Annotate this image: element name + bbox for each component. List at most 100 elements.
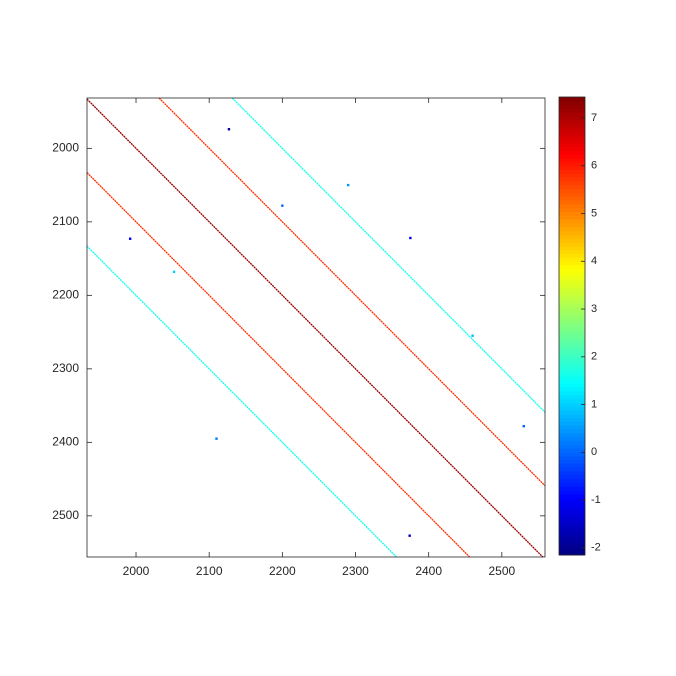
colorbar-band xyxy=(559,375,585,380)
colorbar-band xyxy=(559,413,585,419)
colorbar-band xyxy=(559,188,585,193)
colorbar-band xyxy=(559,387,585,392)
colorbar-band xyxy=(559,196,585,201)
colorbar-band xyxy=(559,123,585,129)
colorbar-band xyxy=(559,409,585,415)
x-tick-label: 2200 xyxy=(269,564,296,578)
colorbar-band xyxy=(559,337,585,342)
colorbar-band xyxy=(559,513,585,518)
colorbar-band xyxy=(559,505,585,510)
colorbar-band xyxy=(559,161,585,167)
colorbar-band xyxy=(559,276,585,281)
x-tick-label: 2300 xyxy=(342,564,369,578)
diagonal xyxy=(231,97,546,413)
colorbar-band xyxy=(559,348,585,354)
y-tick-label: 2400 xyxy=(52,435,79,449)
colorbar-band xyxy=(559,177,585,182)
colorbar-tick-label: 4 xyxy=(591,255,597,267)
colorbar-band xyxy=(559,379,585,384)
colorbar-band xyxy=(559,154,585,159)
colorbar-band xyxy=(559,284,585,289)
colorbar-band xyxy=(559,253,585,258)
colorbar-band xyxy=(559,429,585,434)
colorbar-band xyxy=(559,451,585,457)
plot-frame xyxy=(86,97,546,558)
colorbar-band xyxy=(559,516,585,522)
colorbar-band xyxy=(559,131,585,136)
colorbar-band xyxy=(559,535,585,541)
colorbar-band xyxy=(559,249,585,254)
diagonal xyxy=(86,245,397,558)
colorbar-band xyxy=(559,463,585,468)
matrix-entry xyxy=(227,128,231,131)
colorbar xyxy=(559,97,585,556)
colorbar-band xyxy=(559,440,585,445)
colorbar-band xyxy=(559,135,585,140)
colorbar-band xyxy=(559,406,585,411)
y-tick-label: 2500 xyxy=(52,508,79,522)
colorbar-band xyxy=(559,299,585,304)
colorbar-band xyxy=(559,444,585,449)
colorbar-tick-label: 1 xyxy=(591,398,597,410)
colorbar-band xyxy=(559,230,585,235)
colorbar-band xyxy=(559,226,585,232)
matrix-entry xyxy=(409,236,412,240)
colorbar-band xyxy=(559,493,585,499)
colorbar-band xyxy=(559,268,585,274)
colorbar-band xyxy=(559,215,585,220)
colorbar-band xyxy=(559,322,585,327)
colorbar-band xyxy=(559,169,585,174)
y-tick-label: 2100 xyxy=(52,214,79,228)
colorbar-band xyxy=(559,207,585,212)
x-tick-label: 2400 xyxy=(415,564,442,578)
colorbar-band xyxy=(559,356,585,361)
colorbar-band xyxy=(559,501,585,506)
matrix-entry xyxy=(346,183,350,187)
colorbar-band xyxy=(559,318,585,323)
colorbar-band xyxy=(559,341,585,346)
y-tick-label: 2300 xyxy=(52,361,79,375)
colorbar-band xyxy=(559,291,585,296)
colorbar-tick-label: 7 xyxy=(591,112,597,124)
colorbar-band xyxy=(559,436,585,441)
colorbar-band xyxy=(559,459,585,464)
colorbar-band xyxy=(559,352,585,358)
colorbar-band xyxy=(559,97,585,102)
colorbar-band xyxy=(559,509,585,514)
colorbar-tick-label: 0 xyxy=(591,446,597,458)
colorbar-band xyxy=(559,524,585,529)
colorbar-band xyxy=(559,390,585,396)
colorbar-frame xyxy=(558,96,586,556)
colorbar-band xyxy=(559,295,585,300)
colorbar-tick-label: 3 xyxy=(591,303,597,315)
colorbar-band xyxy=(559,150,585,155)
colorbar-band xyxy=(559,333,585,338)
colorbar-band xyxy=(559,425,585,430)
matrix-entry xyxy=(408,534,411,537)
colorbar-band xyxy=(559,173,585,178)
colorbar-band xyxy=(559,165,585,171)
colorbar-band xyxy=(559,100,585,106)
matrix-entry xyxy=(172,270,176,274)
colorbar-band xyxy=(559,112,585,117)
colorbar-band xyxy=(559,367,585,373)
matrix-entry xyxy=(471,334,474,337)
colorbar-band xyxy=(559,264,585,270)
x-tick-label: 2000 xyxy=(123,564,150,578)
colorbar-band xyxy=(559,119,585,125)
colorbar-band xyxy=(559,287,585,293)
colorbar-band xyxy=(559,474,585,480)
colorbar-band xyxy=(559,547,585,552)
plot-content xyxy=(86,97,546,558)
colorbar-tick-label: -1 xyxy=(591,494,601,506)
colorbar-band xyxy=(559,455,585,461)
colorbar-band xyxy=(559,486,585,491)
colorbar-band xyxy=(559,211,585,216)
colorbar-band xyxy=(559,402,585,407)
colorbar-band xyxy=(559,303,585,308)
colorbar-band xyxy=(559,417,585,422)
colorbar-tick-label: 2 xyxy=(591,351,597,363)
colorbar-band xyxy=(559,306,585,312)
